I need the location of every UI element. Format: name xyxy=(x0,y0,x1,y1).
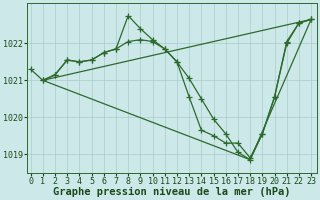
X-axis label: Graphe pression niveau de la mer (hPa): Graphe pression niveau de la mer (hPa) xyxy=(53,187,291,197)
